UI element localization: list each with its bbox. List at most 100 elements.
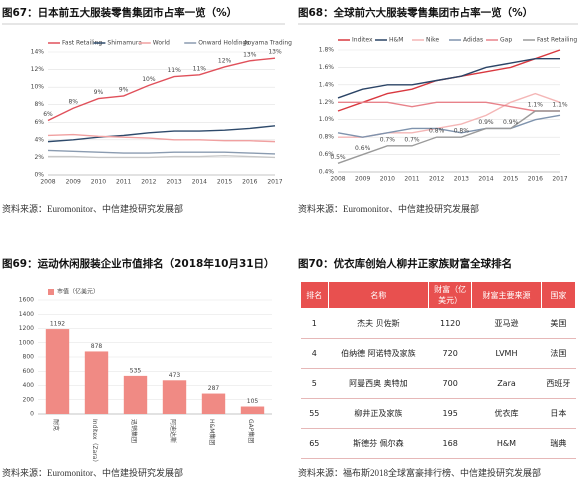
bar bbox=[45, 329, 70, 414]
data-label: 9% bbox=[94, 89, 104, 96]
bar bbox=[123, 375, 148, 414]
cell: 瑞典 bbox=[541, 428, 576, 459]
y-tick-label: 2% bbox=[34, 154, 44, 161]
x-tick-label: 2010 bbox=[380, 176, 395, 183]
data-label: 11% bbox=[167, 67, 181, 74]
data-label: 0.9% bbox=[478, 119, 494, 126]
data-label: 1.1% bbox=[528, 102, 544, 109]
source: 资料来源：福布斯2018全球富豪排行榜、中信建投研究发展部 bbox=[298, 467, 541, 478]
legend-label: Shimamura bbox=[107, 40, 142, 47]
header-cell: 财富主要来源 bbox=[471, 281, 542, 309]
cell: 168 bbox=[428, 428, 472, 459]
line bbox=[48, 154, 276, 159]
chart-title: 图67：日本前五大服装零售集团市占率一览（%） bbox=[2, 6, 237, 19]
legend-label: Fast Retailing bbox=[62, 40, 102, 47]
row: 5 阿曼西奥 奥特加 700 Zara 西班牙 bbox=[300, 368, 576, 399]
y-tick-label: 0.8% bbox=[319, 134, 335, 141]
legend-label: World bbox=[153, 40, 170, 47]
legend-label: H&M bbox=[389, 37, 403, 44]
y-tick-label: 4% bbox=[34, 136, 44, 143]
line bbox=[47, 149, 276, 155]
y-tick-label: 1.4% bbox=[319, 81, 335, 88]
x-tick-label: 迅销集团 bbox=[130, 419, 138, 443]
cell: 1120 bbox=[428, 308, 472, 339]
cell: 1 bbox=[300, 308, 329, 339]
legend-label: Nike bbox=[426, 37, 439, 44]
line bbox=[47, 133, 276, 143]
table-title: 图70：优衣库创始人柳井正家族财富全球排名 bbox=[298, 257, 512, 270]
line bbox=[47, 57, 276, 122]
header-cell: 财富（亿美元） bbox=[428, 281, 473, 309]
data-label: 0.6% bbox=[355, 145, 371, 152]
cell: 65 bbox=[300, 428, 329, 459]
data-label: 105 bbox=[247, 398, 259, 405]
legend-label: Inditex bbox=[352, 37, 373, 44]
y-tick-label: 1.8% bbox=[319, 47, 335, 54]
cell: Zara bbox=[471, 368, 542, 399]
legend-label: Onward Holdings bbox=[198, 40, 249, 47]
y-tick-label: 1.2% bbox=[319, 99, 335, 106]
x-tick-label: 2009 bbox=[355, 176, 370, 183]
y-tick-label: 1000 bbox=[19, 339, 34, 346]
x-tick-label: 2008 bbox=[330, 176, 345, 183]
x-tick-label: 2017 bbox=[267, 179, 282, 186]
y-tick-label: 200 bbox=[23, 396, 35, 403]
data-label: 1.1% bbox=[552, 102, 568, 109]
cell: 杰夫 贝佐斯 bbox=[328, 308, 429, 339]
x-tick-label: 2010 bbox=[91, 179, 106, 186]
cell: 柳井正及家族 bbox=[328, 398, 429, 429]
x-tick-label: 2016 bbox=[528, 176, 543, 183]
x-tick-label: 2012 bbox=[429, 176, 444, 183]
data-label: 0.8% bbox=[429, 128, 445, 135]
y-tick-label: 0% bbox=[34, 172, 44, 179]
x-tick-label: 2011 bbox=[404, 176, 419, 183]
data-label: 0.5% bbox=[330, 154, 346, 161]
source: 资料来源：Euromonitor、中信建投研究发展部 bbox=[2, 203, 183, 214]
x-tick-label: 2012 bbox=[141, 179, 156, 186]
table: 排名 名称 财富（亿美元） 财富主要来源 国家 1 杰夫 贝佐斯 1120 亚马逊 美国 4 伯纳德 … bbox=[300, 281, 577, 459]
data-label: 11% bbox=[193, 65, 207, 72]
chart-title: 图69：运动休闲服装企业市值排名（2018年10月31日） bbox=[2, 257, 275, 270]
y-tick-label: 0.6% bbox=[319, 151, 335, 158]
legend-label: Gap bbox=[500, 37, 512, 44]
x-tick-label: 2013 bbox=[454, 176, 469, 183]
cell: 伯纳德 阿诺特及家族 bbox=[328, 338, 429, 369]
x-tick-label: 2017 bbox=[552, 176, 567, 183]
cell: 720 bbox=[428, 338, 472, 369]
header-cell: 名称 bbox=[327, 281, 430, 309]
legend-label: Adidas bbox=[463, 37, 483, 44]
data-label: 10% bbox=[142, 76, 156, 83]
cell: 4 bbox=[300, 338, 329, 369]
x-tick-label: 阿迪达斯 bbox=[169, 419, 177, 443]
data-label: 13% bbox=[268, 49, 282, 56]
cell: 法国 bbox=[541, 338, 576, 369]
source: 资料来源：Euromonitor、中信建投研究发展部 bbox=[298, 203, 479, 214]
header-cell: 排名 bbox=[300, 281, 329, 309]
data-label: 878 bbox=[91, 343, 103, 350]
y-tick-label: 1.6% bbox=[319, 64, 335, 71]
data-label: 0.7% bbox=[404, 136, 420, 143]
y-tick-label: 1.0% bbox=[319, 116, 335, 123]
x-tick-label: Inditex（Zara） bbox=[91, 419, 98, 465]
bar bbox=[240, 406, 265, 414]
chart-title: 图68：全球前六大服装零售集团市占率一览（%） bbox=[298, 6, 533, 19]
legend-label: Aoyama Trading bbox=[244, 40, 293, 47]
data-label: 6% bbox=[43, 111, 53, 118]
legend-swatch bbox=[48, 289, 54, 295]
cell: 700 bbox=[428, 368, 472, 399]
line bbox=[337, 114, 561, 138]
y-tick-label: 600 bbox=[23, 368, 35, 375]
data-label: 535 bbox=[130, 367, 142, 374]
x-tick-label: 2011 bbox=[116, 179, 131, 186]
x-tick-label: 2014 bbox=[192, 179, 207, 186]
y-tick-label: 12% bbox=[31, 66, 45, 73]
cell: 55 bbox=[300, 398, 329, 429]
source: 资料来源：Euromonitor、中信建投研究发展部 bbox=[2, 467, 183, 478]
y-tick-label: 1400 bbox=[19, 311, 34, 318]
cell: 阿曼西奥 奥特加 bbox=[328, 368, 429, 399]
row: 65 斯德芬 佩尔森 168 H&M 瑞典 bbox=[300, 428, 576, 459]
data-label: 12% bbox=[218, 57, 232, 64]
y-tick-label: 8% bbox=[34, 101, 44, 108]
cell: 西班牙 bbox=[541, 368, 576, 399]
